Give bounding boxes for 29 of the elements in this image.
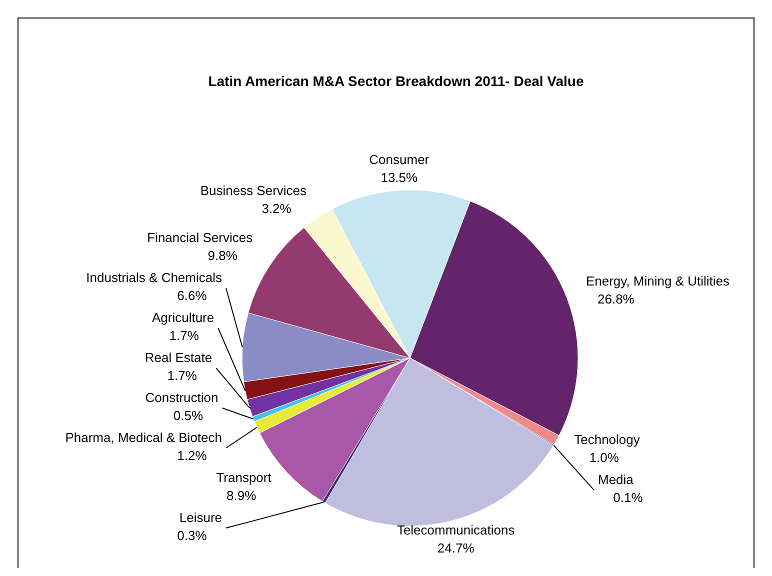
slice-label: Consumer — [369, 152, 430, 168]
slice-label: Business Services — [200, 182, 308, 198]
data-label: 0.3% — [177, 528, 208, 543]
slice-label: Technology — [574, 432, 640, 448]
slice-label: Financial Services — [147, 230, 254, 245]
slice-label: Real Estate — [144, 350, 212, 365]
data-label: 6.6% — [177, 288, 208, 303]
data-label: 0.1% — [613, 490, 644, 506]
slice-label: Transport — [216, 470, 272, 485]
slice-label: Energy, Mining & Utilities — [586, 273, 730, 288]
slice-label: Media — [598, 472, 634, 488]
slice-label: Agriculture — [152, 310, 214, 325]
chart-title: Latin American M&A Sector Breakdown 2011- Deal Value — [208, 73, 584, 89]
slice-label: Telecommunications — [396, 522, 516, 538]
data-label: 1.7% — [169, 328, 200, 343]
data-label: 9.8% — [208, 248, 238, 263]
data-label: 13.5% — [380, 170, 418, 186]
slice-label: Construction — [145, 390, 218, 405]
data-label: 26.8% — [598, 291, 635, 306]
data-label: 3.2% — [262, 200, 292, 216]
slice-label: Industrials & Chemicals — [86, 270, 222, 285]
data-label: 24.7% — [437, 540, 475, 556]
data-label: 1.2% — [177, 448, 208, 463]
data-label: 1.0% — [589, 450, 620, 466]
slice-label: Leisure — [179, 510, 222, 525]
data-label: 1.7% — [167, 368, 198, 383]
slice-label: Pharma, Medical & Biotech — [65, 430, 222, 445]
data-label: 0.5% — [173, 408, 204, 423]
data-label: 8.9% — [226, 488, 257, 503]
